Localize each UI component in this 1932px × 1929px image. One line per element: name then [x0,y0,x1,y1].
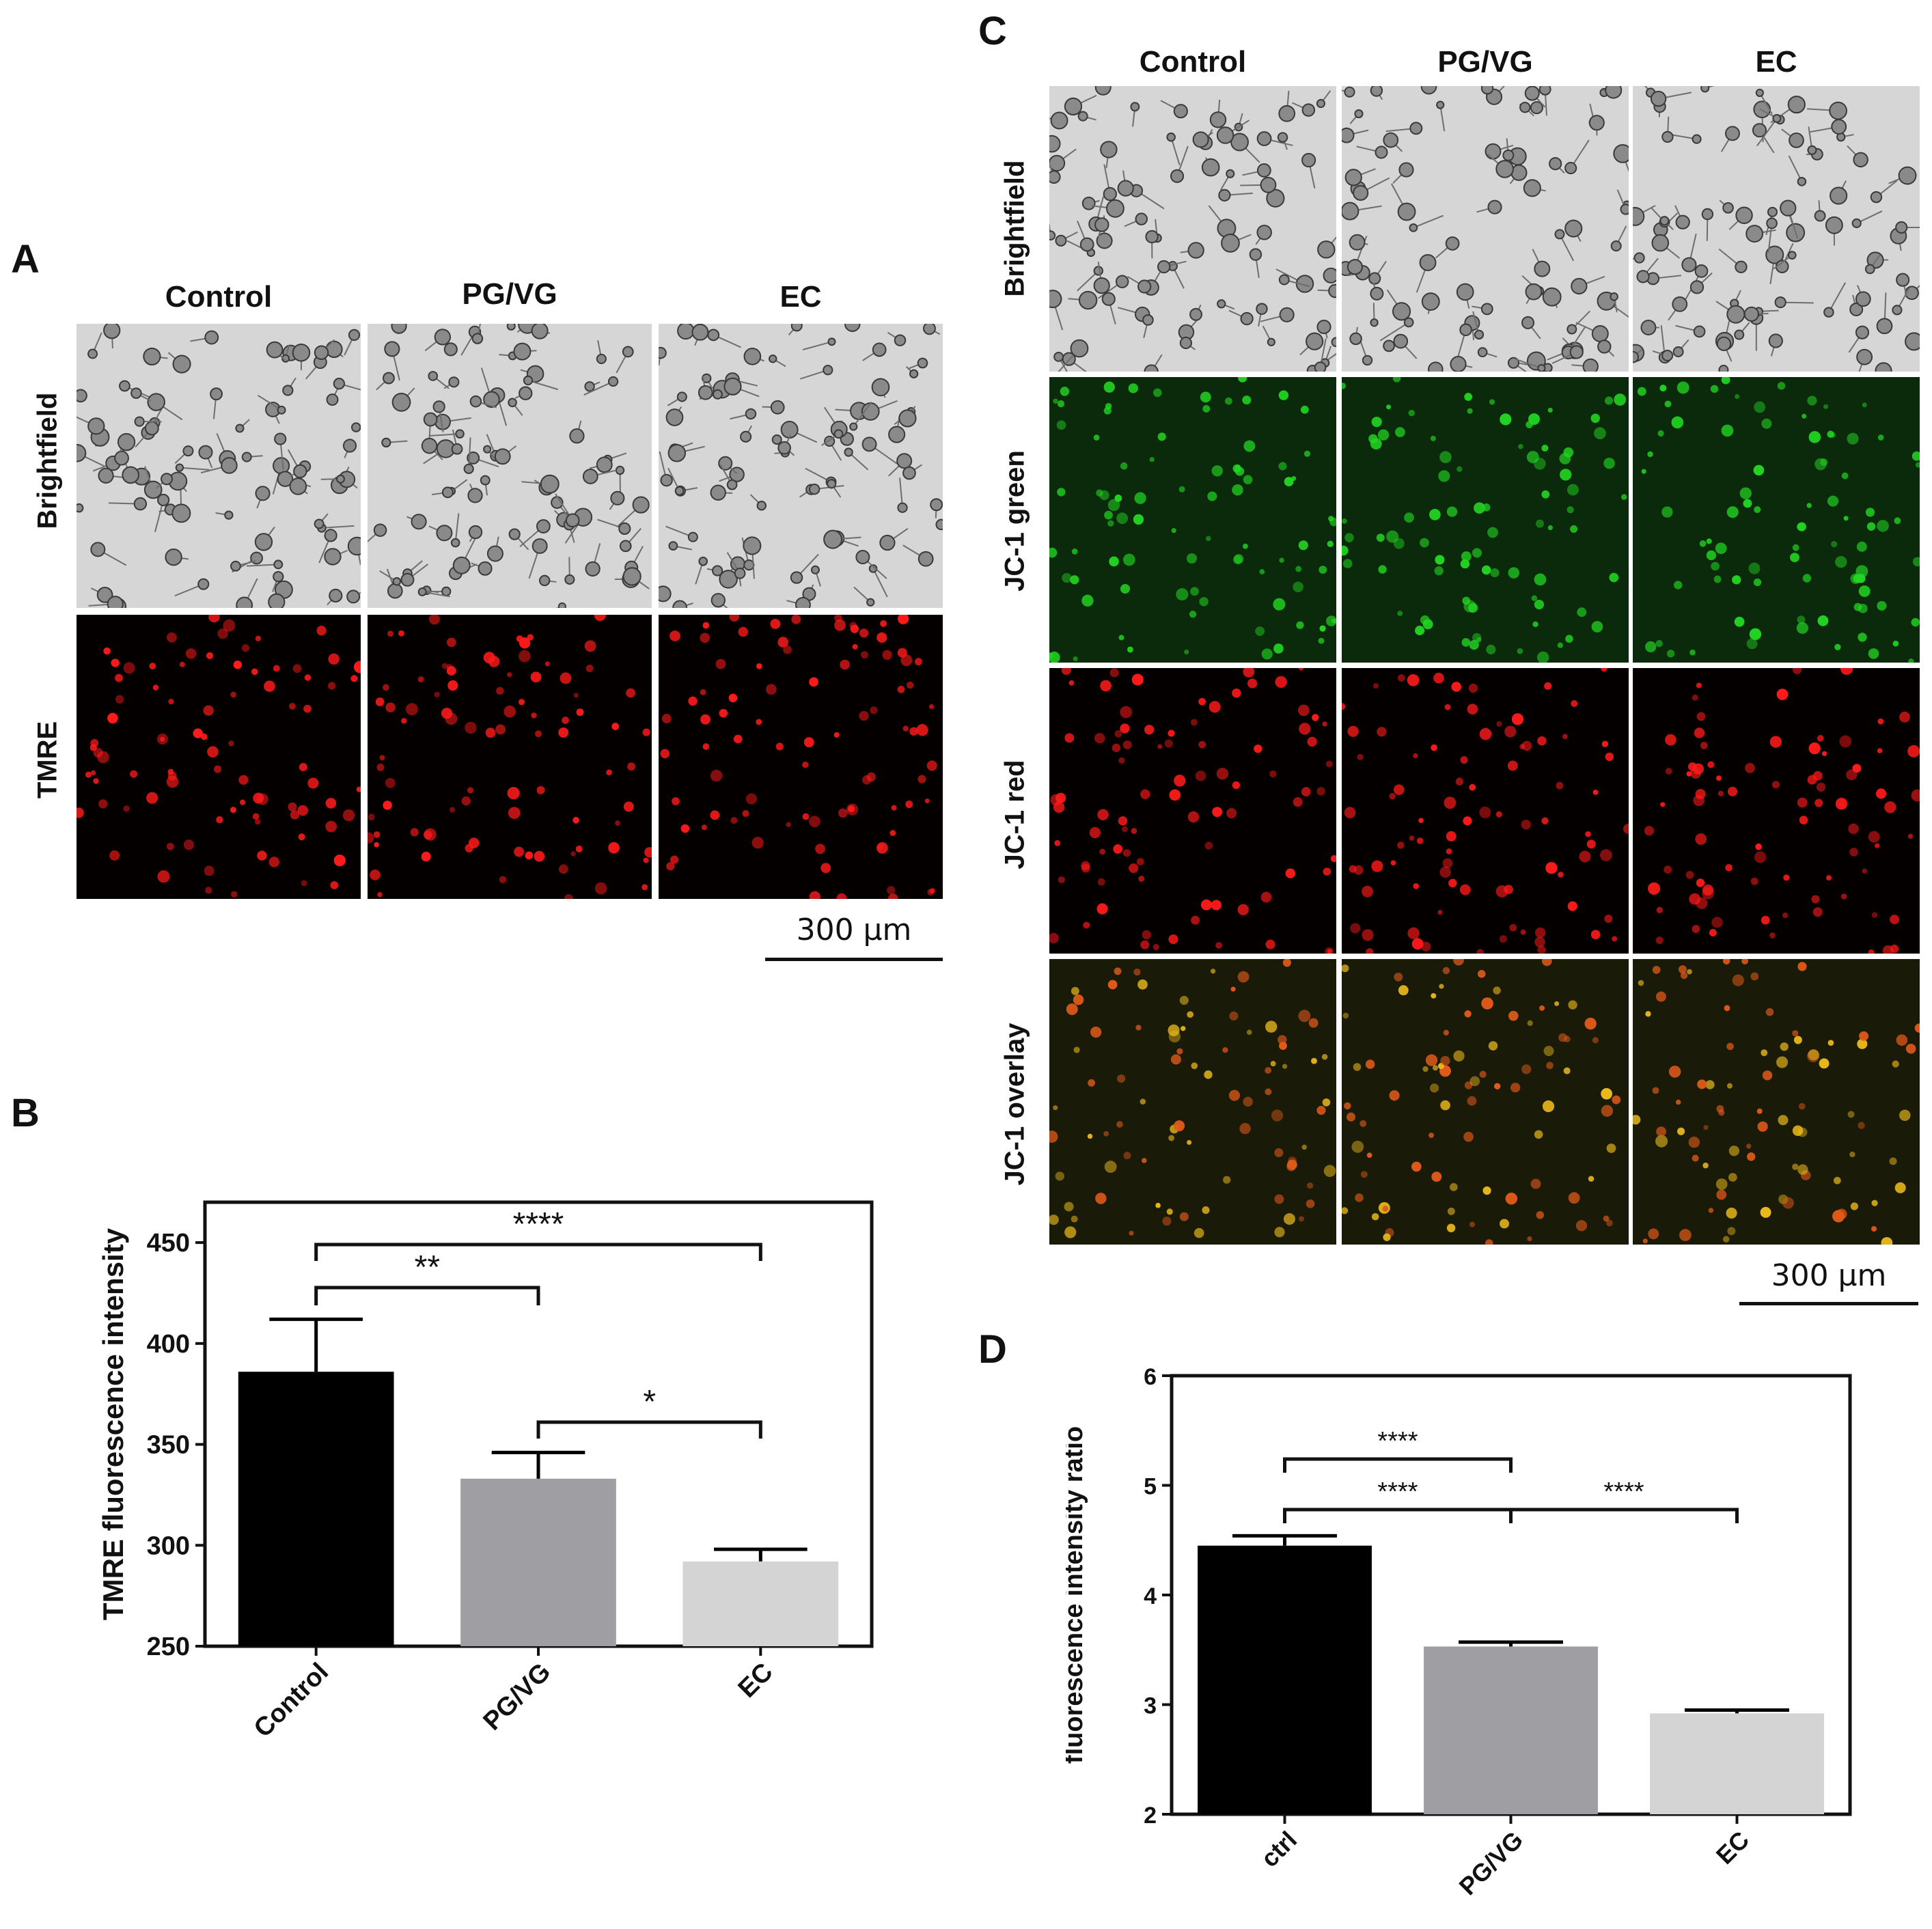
y-tick-label: 300 [147,1531,190,1560]
panel-c-brightfield-image-3 [1633,86,1920,372]
x-tick-label: PG/VG [478,1658,557,1736]
bar-ec [1650,1713,1824,1814]
panel-letter-b: B [11,1091,40,1135]
panel-a-tmre-image-3 [659,615,943,899]
panel-c-jc1-green-image-2 [1342,377,1629,663]
panel-c-column-ec: EC [1755,45,1797,79]
significance-bracket [1283,1457,1513,1473]
panel-c-jc1-overlay-image-3 [1633,959,1920,1245]
y-tick-label: 350 [147,1431,190,1460]
panel-c-column-control: Control [1139,45,1247,79]
bar-pg-vg [1424,1646,1598,1814]
panel-c-brightfield-image-1 [1049,86,1336,372]
panel-a-row-tmre: TMRE [32,721,63,799]
x-tick-label: EC [1711,1826,1754,1870]
panel-c-scalebar-label: 300 µm [1771,1258,1887,1293]
panel-c-jc1-red-image-3 [1633,668,1920,954]
significance-label: **** [1603,1477,1644,1506]
significance-label: * [643,1384,656,1420]
significance-label: **** [1377,1477,1418,1506]
significance-bracket [1509,1508,1739,1523]
panel-c-jc1-overlay-image-1 [1049,959,1336,1245]
panel-letter-d: D [978,1327,1007,1372]
panel-letter-a: A [11,237,40,281]
panel-c-row-jc1-green: JC-1 green [999,450,1030,592]
panel-a-scalebar [765,958,943,961]
y-tick-label: 4 [1144,1583,1157,1609]
panel-a-column-pgvg: PG/VG [462,277,557,311]
panel-c-jc1-green-image-3 [1633,377,1920,663]
panel-c-scalebar [1739,1302,1918,1305]
panel-a-tmre-image-2 [368,615,652,899]
significance-bracket [536,1420,762,1439]
significance-label: **** [513,1206,564,1243]
panel-c-row-jc1-overlay: JC-1 overlay [999,1023,1030,1186]
panel-letter-c: C [978,9,1007,53]
panel-a-brightfield-image-3 [659,324,943,608]
y-tick-label: 450 [147,1229,190,1258]
panel-a-brightfield-image-2 [368,324,652,608]
significance-bracket [314,1243,762,1261]
significance-bracket [314,1286,540,1305]
significance-label: ** [415,1249,440,1286]
x-tick-label: ctrl [1256,1826,1303,1873]
panel-c-column-pgvg: PG/VG [1437,45,1533,79]
significance-bracket [1283,1508,1513,1523]
panel-a-row-brightfield: Brightfield [32,392,63,529]
panel-c-brightfield-image-2 [1342,86,1629,372]
y-tick-label: 400 [147,1330,190,1359]
panel-c-row-brightfield: Brightfield [999,160,1030,297]
x-tick-label: EC [733,1658,779,1704]
panel-a-brightfield-image-1 [77,324,361,608]
panel-a-scalebar-label: 300 µm [796,913,912,947]
panel-a-column-ec: EC [779,280,822,314]
y-tick-label: 2 [1144,1803,1157,1829]
significance-label: **** [1377,1427,1418,1456]
panel-c-jc1-green-image-1 [1049,377,1336,663]
panel-c-jc1-red-image-1 [1049,668,1336,954]
bar-control [238,1372,394,1646]
panel-c-jc1-overlay-image-2 [1342,959,1629,1245]
panel-c-jc1-red-image-2 [1342,668,1629,954]
x-tick-label: PG/VG [1454,1826,1529,1901]
y-tick-label: 6 [1144,1364,1157,1390]
x-tick-label: Control [249,1658,334,1743]
y-axis-label-line: fluorescence intensity ratio [1066,1426,1088,1764]
panel-c-row-jc1-red: JC-1 red [999,760,1030,870]
bar-ec [682,1561,839,1646]
panel-a-tmre-image-1 [77,615,361,899]
panel-a-column-control: Control [165,280,273,314]
y-tick-label: 3 [1144,1693,1157,1719]
bar-pg-vg [460,1478,616,1646]
y-axis-label: TMRE fluorescence intensity [97,1227,129,1620]
y-tick-label: 250 [147,1633,190,1661]
y-tick-label: 5 [1144,1474,1157,1500]
bar-ctrl [1198,1545,1372,1814]
